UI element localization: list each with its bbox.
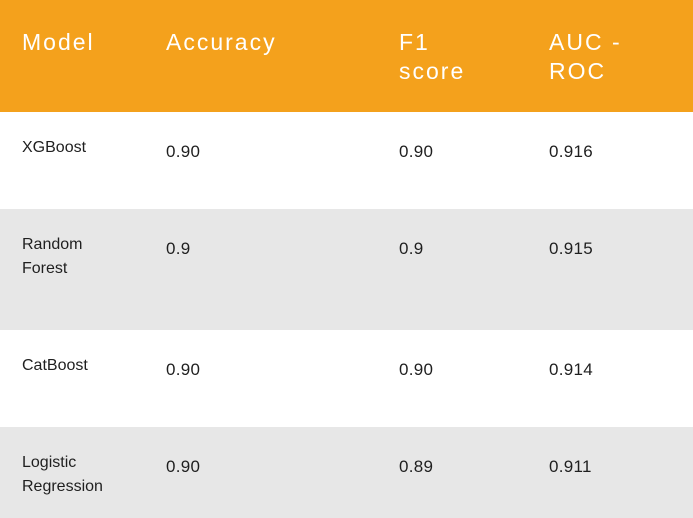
auc-roc-cell: 0.915 <box>549 239 594 258</box>
header-accuracy: Accuracy <box>166 29 277 55</box>
table-row: Random Forest 0.9 0.9 0.915 <box>0 209 693 330</box>
model-cell: Random Forest <box>22 236 83 277</box>
auc-roc-cell: 0.914 <box>549 360 594 379</box>
f1-score-cell: 0.90 <box>399 142 434 161</box>
accuracy-cell: 0.90 <box>166 457 201 476</box>
f1-score-cell: 0.90 <box>399 360 434 379</box>
model-cell: CatBoost <box>22 357 88 374</box>
f1-score-cell: 0.89 <box>399 457 434 476</box>
header-auc-roc: AUC - ROC <box>549 29 622 84</box>
table-header: Model Accuracy F1 score AUC - ROC <box>0 0 693 112</box>
header-f1-score: F1 score <box>399 29 466 84</box>
table-row: Logistic Regression 0.90 0.89 0.911 <box>0 427 693 518</box>
accuracy-cell: 0.90 <box>166 142 201 161</box>
accuracy-cell: 0.9 <box>166 239 191 258</box>
table-row: CatBoost 0.90 0.90 0.914 <box>0 330 693 427</box>
model-cell: XGBoost <box>22 139 87 156</box>
auc-roc-cell: 0.916 <box>549 142 594 161</box>
table-row: XGBoost 0.90 0.90 0.916 <box>0 112 693 209</box>
model-cell: Logistic Regression <box>22 454 103 495</box>
f1-score-cell: 0.9 <box>399 239 424 258</box>
header-model: Model <box>22 29 95 55</box>
auc-roc-cell: 0.911 <box>549 457 592 476</box>
accuracy-cell: 0.90 <box>166 360 201 379</box>
